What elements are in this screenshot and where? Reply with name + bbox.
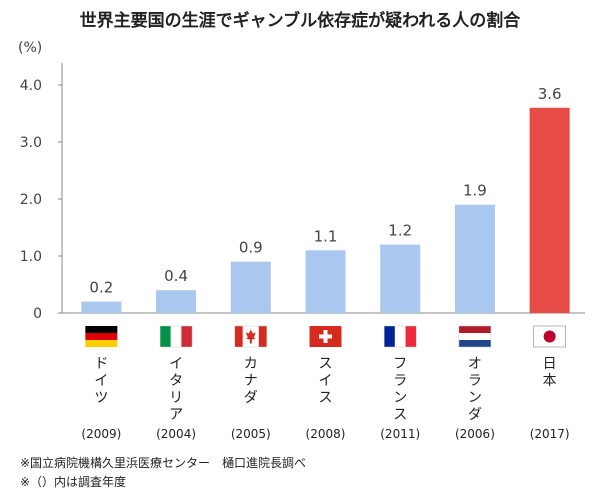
y-tick-label: 2.0 — [20, 192, 42, 208]
flag-border — [533, 325, 566, 348]
flag-stripe — [458, 333, 491, 340]
flag-stripe — [85, 326, 118, 333]
category-label: オランダ — [468, 356, 482, 423]
y-tick-label: 0 — [33, 306, 42, 322]
bar — [230, 261, 271, 313]
bars: 0.2 0.4 0.9 1.1 1.2 1.9 3.6 — [81, 85, 570, 313]
bar — [454, 204, 495, 313]
italy-flag — [159, 325, 193, 348]
category-year-label: (2009) — [81, 427, 121, 441]
flag-stripe — [405, 326, 417, 347]
bar — [156, 290, 197, 313]
flag-stripe — [85, 333, 118, 340]
flag-stripe — [160, 326, 171, 347]
flag-stripe — [394, 326, 406, 347]
bar — [305, 250, 346, 313]
y-axis-unit-label: (%) — [18, 40, 42, 56]
y-tick-label: 3.0 — [20, 135, 42, 151]
data-label: 3.6 — [538, 85, 562, 103]
category-year-label: (2011) — [380, 427, 420, 441]
category-label: 日本 — [543, 356, 557, 389]
footnotes: ※国立病院機構久里浜医療センター 樋口進院長調べ ※（）内は調査年度 — [20, 454, 306, 492]
canada-flag — [234, 325, 268, 348]
flag-border — [458, 325, 492, 348]
data-label: 1.1 — [314, 227, 338, 245]
data-label: 1.9 — [463, 182, 487, 200]
categories: ドイツ (2009) イタリア (2004) カナダ (2005) スイス (2008) フラン… — [81, 325, 570, 441]
category-year-label: (2006) — [455, 427, 495, 441]
y-tick-label: 4.0 — [20, 78, 42, 94]
hinomaru — [543, 330, 556, 343]
footnote-source: ※国立病院機構久里浜医療センター 樋口進院長調べ — [20, 456, 307, 470]
data-label: 1.2 — [388, 222, 412, 240]
category-label: スイス — [319, 356, 333, 406]
flag-stripe — [384, 326, 395, 347]
bar — [380, 244, 421, 313]
switzerland-flag — [309, 326, 342, 347]
flag-stripe — [458, 326, 491, 333]
data-label: 0.2 — [89, 279, 113, 297]
swiss-cross — [319, 334, 332, 339]
category-year-label: (2005) — [231, 427, 271, 441]
japan-flag — [533, 325, 566, 348]
data-label: 0.9 — [239, 239, 263, 257]
flag-stripe — [458, 340, 491, 347]
y-tick-label: 1.0 — [20, 249, 42, 265]
flag-border — [383, 325, 417, 348]
category-year-label: (2017) — [530, 427, 570, 441]
france-flag — [383, 325, 417, 348]
flag-border — [234, 325, 268, 348]
flag-stripe — [181, 326, 193, 347]
data-label: 0.4 — [164, 267, 188, 285]
footnote-year: ※（）内は調査年度 — [20, 475, 127, 489]
bar — [529, 107, 570, 313]
y-ticks: 0 1.0 2.0 3.0 4.0 — [20, 78, 62, 322]
category-label: イタリア — [169, 356, 183, 423]
netherlands-flag — [458, 325, 492, 348]
category-label: ドイツ — [94, 356, 108, 406]
flag-band — [258, 326, 267, 347]
flag-stripe — [85, 340, 118, 347]
flag-stripe — [170, 326, 182, 347]
bar — [81, 301, 122, 313]
category-label: フランス — [393, 356, 407, 423]
germany-flag — [85, 326, 118, 347]
flag-border — [159, 325, 193, 348]
flag-band — [234, 326, 243, 347]
chart-title: 世界主要国の生涯でギャンブル依存症が疑われる人の割合 — [79, 11, 521, 31]
bar-chart: (%) 01.02.03.04.0 0.20.40.91.1 1.21.93.6 … — [18, 40, 585, 441]
category-label: カナダ — [244, 356, 258, 406]
category-year-label: (2004) — [156, 427, 196, 441]
maple-leaf-icon — [245, 329, 256, 344]
category-year-label: (2008) — [306, 427, 346, 441]
